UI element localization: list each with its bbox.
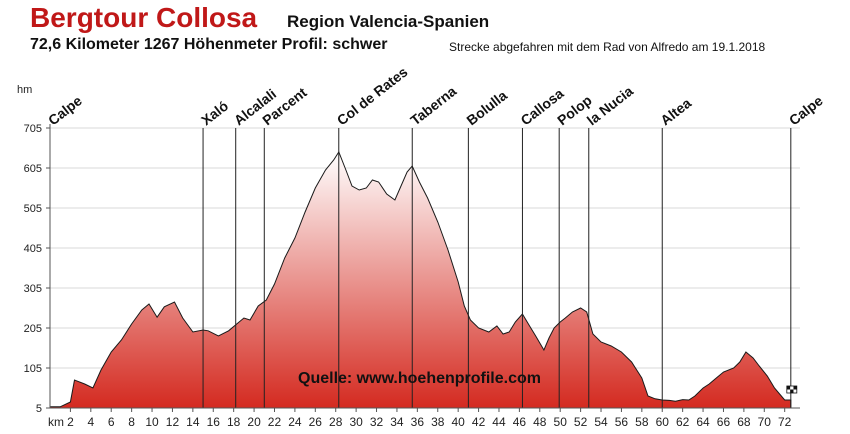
x-tick-label: 14 [186, 415, 200, 429]
x-tick-label: 58 [635, 415, 649, 429]
page-title: Bergtour Collosa [30, 2, 258, 33]
x-tick-label: 20 [247, 415, 261, 429]
y-tick-label: 105 [24, 363, 42, 375]
y-tick-label: 205 [24, 323, 42, 335]
y-axis-label: hm [17, 84, 32, 96]
x-tick-label: 22 [268, 415, 282, 429]
x-tick-label: 30 [349, 415, 363, 429]
x-tick-label: 18 [227, 415, 241, 429]
x-tick-label: 40 [451, 415, 465, 429]
x-tick-label: 26 [309, 415, 323, 429]
x-tick-label: 66 [717, 415, 731, 429]
x-tick-label: 24 [288, 415, 302, 429]
finish-flag-icon [786, 385, 798, 394]
x-tick-label: 32 [370, 415, 384, 429]
x-tick-label: 46 [513, 415, 527, 429]
x-tick-label: 6 [108, 415, 115, 429]
y-tick-label: 705 [24, 123, 42, 135]
x-tick-label: 68 [737, 415, 751, 429]
elevation-area [49, 150, 792, 409]
x-tick-label: 64 [696, 415, 710, 429]
y-tick-label: 405 [24, 243, 42, 255]
waypoint-label: Taberna [407, 83, 459, 129]
ride-note: Strecke abgefahren mit dem Rad von Alfre… [449, 40, 766, 54]
waypoint-label: Calpe [45, 92, 85, 128]
y-tick-label: 605 [24, 163, 42, 175]
x-tick-label: 28 [329, 415, 343, 429]
y-tick-label: 5 [36, 403, 42, 415]
waypoint-label: Calpe [786, 92, 826, 128]
y-tick-label: 505 [24, 203, 42, 215]
source-label: Quelle: www.hoehenprofile.com [298, 370, 541, 387]
x-tick-label: 72 [778, 415, 792, 429]
waypoint-label: Xaló [198, 98, 231, 129]
x-tick-label: 56 [615, 415, 629, 429]
x-tick-label: 50 [554, 415, 568, 429]
x-tick-label: 52 [574, 415, 588, 429]
x-tick-label: 48 [533, 415, 547, 429]
tour-stats: 72,6 Kilometer 1267 Höhenmeter Profil: s… [30, 36, 388, 53]
x-tick-label: 34 [390, 415, 404, 429]
x-tick-label: 44 [492, 415, 506, 429]
x-tick-label: 42 [472, 415, 486, 429]
x-tick-label: 2 [67, 415, 74, 429]
x-tick-label: 62 [676, 415, 690, 429]
x-tick-label: 8 [128, 415, 135, 429]
region-label: Region Valencia-Spanien [287, 12, 490, 31]
x-tick-label: 54 [594, 415, 608, 429]
x-tick-label: 60 [656, 415, 670, 429]
waypoint-label: Altea [657, 95, 694, 129]
y-tick-label: 305 [24, 283, 42, 295]
x-axis-label: km [48, 415, 64, 429]
x-tick-label: 70 [758, 415, 772, 429]
x-tick-label: 36 [411, 415, 425, 429]
x-tick-label: 12 [166, 415, 180, 429]
x-tick-label: 4 [87, 415, 94, 429]
elevation-profile [49, 150, 792, 409]
x-tick-label: 38 [431, 415, 445, 429]
x-tick-label: 16 [207, 415, 221, 429]
waypoint-label: Col de Rates [334, 63, 411, 128]
waypoint-label: Bolulla [463, 87, 510, 128]
x-tick-label: 10 [145, 415, 159, 429]
